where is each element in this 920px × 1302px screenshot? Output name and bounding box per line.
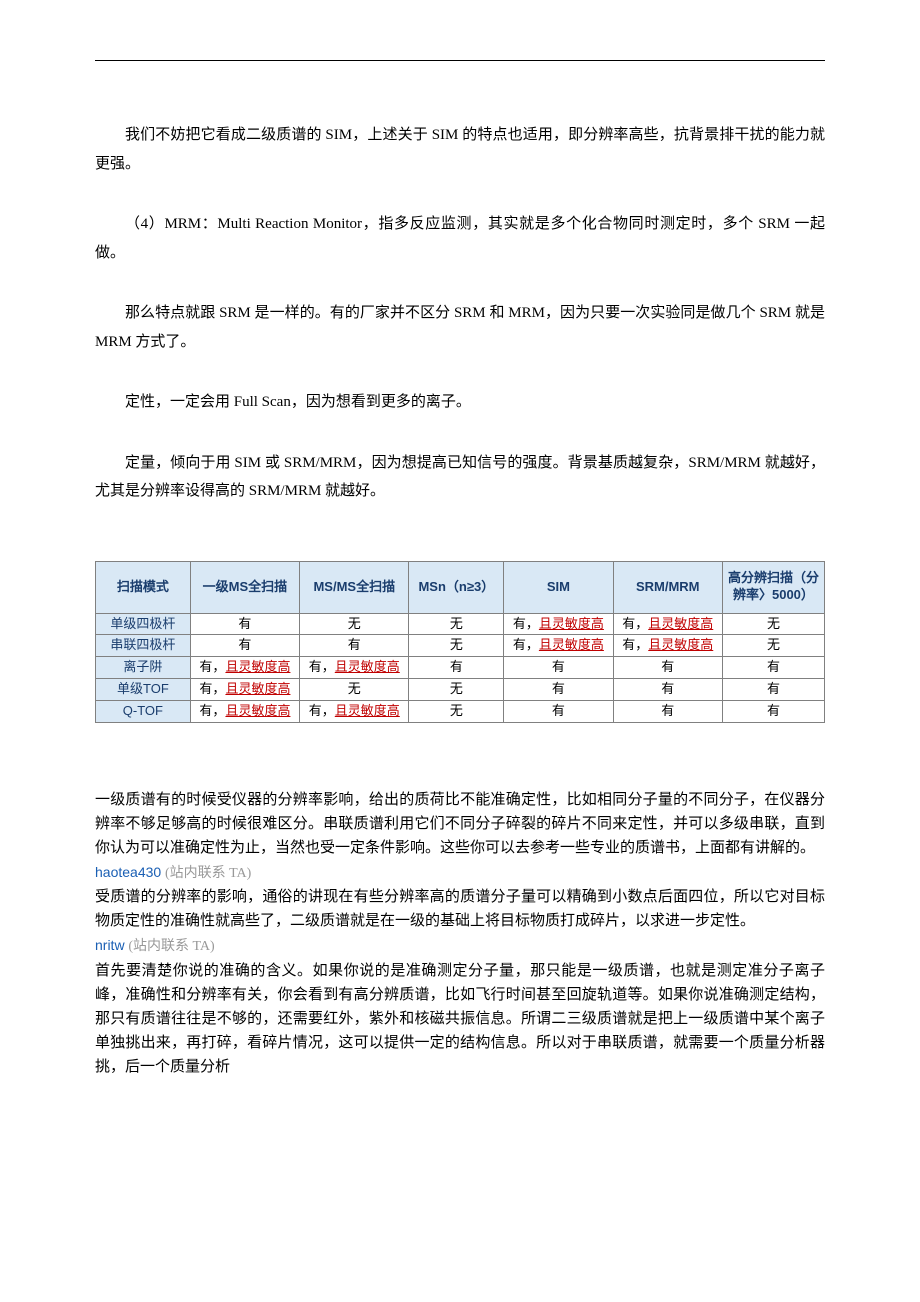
table-header-cell: SIM [504, 561, 613, 613]
table-row: 单级四极杆有无无有，且灵敏度高有，且灵敏度高无 [96, 613, 825, 635]
comment-3-text: 首先要清楚你说的准确的含义。如果你说的是准确测定分子量，那只能是一级质谱，也就是… [95, 959, 825, 1079]
table-cell: 有 [190, 635, 299, 657]
table-cell: 有，且灵敏度高 [504, 613, 613, 635]
table-cell: 有，且灵敏度高 [300, 657, 409, 679]
table-cell: 有 [300, 635, 409, 657]
table-cell: 无 [300, 679, 409, 701]
table-header-cell: MS/MS全扫描 [300, 561, 409, 613]
page-top-divider [95, 60, 825, 61]
table-cell: 无 [722, 613, 824, 635]
table-body: 单级四极杆有无无有，且灵敏度高有，且灵敏度高无串联四极杆有有无有，且灵敏度高有，… [96, 613, 825, 722]
table-cell: 有，且灵敏度高 [613, 635, 722, 657]
username-2[interactable]: nritw [95, 937, 125, 953]
table-cell: 有，且灵敏度高 [300, 701, 409, 723]
table-row-label: 离子阱 [96, 657, 191, 679]
table-cell: 有 [409, 657, 504, 679]
table-row-label: Q-TOF [96, 701, 191, 723]
table-cell: 无 [409, 635, 504, 657]
table-cell: 有，且灵敏度高 [504, 635, 613, 657]
table-cell: 有 [504, 679, 613, 701]
username-1[interactable]: haotea430 [95, 864, 161, 880]
table-row-label: 单级四极杆 [96, 613, 191, 635]
scan-mode-table-wrapper: 扫描模式一级MS全扫描MS/MS全扫描MSn（n≥3）SIMSRM/MRM高分辨… [95, 561, 825, 723]
table-header-cell: 一级MS全扫描 [190, 561, 299, 613]
table-cell: 有 [613, 701, 722, 723]
table-row: Q-TOF有，且灵敏度高有，且灵敏度高无有有有 [96, 701, 825, 723]
table-row: 单级TOF有，且灵敏度高无无有有有 [96, 679, 825, 701]
table-cell: 无 [409, 701, 504, 723]
comment-2-text: 受质谱的分辨率的影响，通俗的讲现在有些分辨率高的质谱分子量可以精确到小数点后面四… [95, 885, 825, 933]
table-header-row: 扫描模式一级MS全扫描MS/MS全扫描MSn（n≥3）SIMSRM/MRM高分辨… [96, 561, 825, 613]
table-cell: 有，且灵敏度高 [190, 679, 299, 701]
paragraph-4: 定性，一定会用 Full Scan，因为想看到更多的离子。 [95, 388, 825, 417]
comments-section: 一级质谱有的时候受仪器的分辨率影响，给出的质荷比不能准确定性，比如相同分子量的不… [95, 788, 825, 1079]
table-cell: 有，且灵敏度高 [190, 701, 299, 723]
table-row-label: 串联四极杆 [96, 635, 191, 657]
table-cell: 有 [504, 701, 613, 723]
table-cell: 有 [722, 679, 824, 701]
paragraph-2: （4）MRM：Multi Reaction Monitor，指多反应监测，其实就… [95, 210, 825, 267]
paragraph-1: 我们不妨把它看成二级质谱的 SIM，上述关于 SIM 的特点也适用，即分辨率高些… [95, 121, 825, 178]
table-cell: 有 [722, 701, 824, 723]
table-cell: 有，且灵敏度高 [613, 613, 722, 635]
table-header-cell: SRM/MRM [613, 561, 722, 613]
table-row: 串联四极杆有有无有，且灵敏度高有，且灵敏度高无 [96, 635, 825, 657]
contact-1[interactable]: (站内联系 TA) [165, 866, 251, 881]
table-cell: 无 [300, 613, 409, 635]
comment-2-user: nritw (站内联系 TA) [95, 934, 825, 958]
scan-mode-table: 扫描模式一级MS全扫描MS/MS全扫描MSn（n≥3）SIMSRM/MRM高分辨… [95, 561, 825, 723]
table-header-cell: 扫描模式 [96, 561, 191, 613]
table-cell: 有 [722, 657, 824, 679]
table-cell: 无 [409, 679, 504, 701]
table-cell: 有，且灵敏度高 [190, 657, 299, 679]
table-row: 离子阱有，且灵敏度高有，且灵敏度高有有有有 [96, 657, 825, 679]
table-cell: 无 [409, 613, 504, 635]
table-row-label: 单级TOF [96, 679, 191, 701]
table-cell: 有 [613, 679, 722, 701]
table-header-cell: 高分辨扫描（分辨率〉5000） [722, 561, 824, 613]
paragraph-5: 定量，倾向于用 SIM 或 SRM/MRM，因为想提高已知信号的强度。背景基质越… [95, 449, 825, 506]
paragraph-3: 那么特点就跟 SRM 是一样的。有的厂家并不区分 SRM 和 MRM，因为只要一… [95, 299, 825, 356]
contact-2[interactable]: (站内联系 TA) [128, 939, 214, 954]
table-header-cell: MSn（n≥3） [409, 561, 504, 613]
table-cell: 有 [190, 613, 299, 635]
table-cell: 有 [504, 657, 613, 679]
comment-1-text: 一级质谱有的时候受仪器的分辨率影响，给出的质荷比不能准确定性，比如相同分子量的不… [95, 788, 825, 860]
table-cell: 有 [613, 657, 722, 679]
comment-1-user: haotea430 (站内联系 TA) [95, 861, 825, 885]
table-cell: 无 [722, 635, 824, 657]
